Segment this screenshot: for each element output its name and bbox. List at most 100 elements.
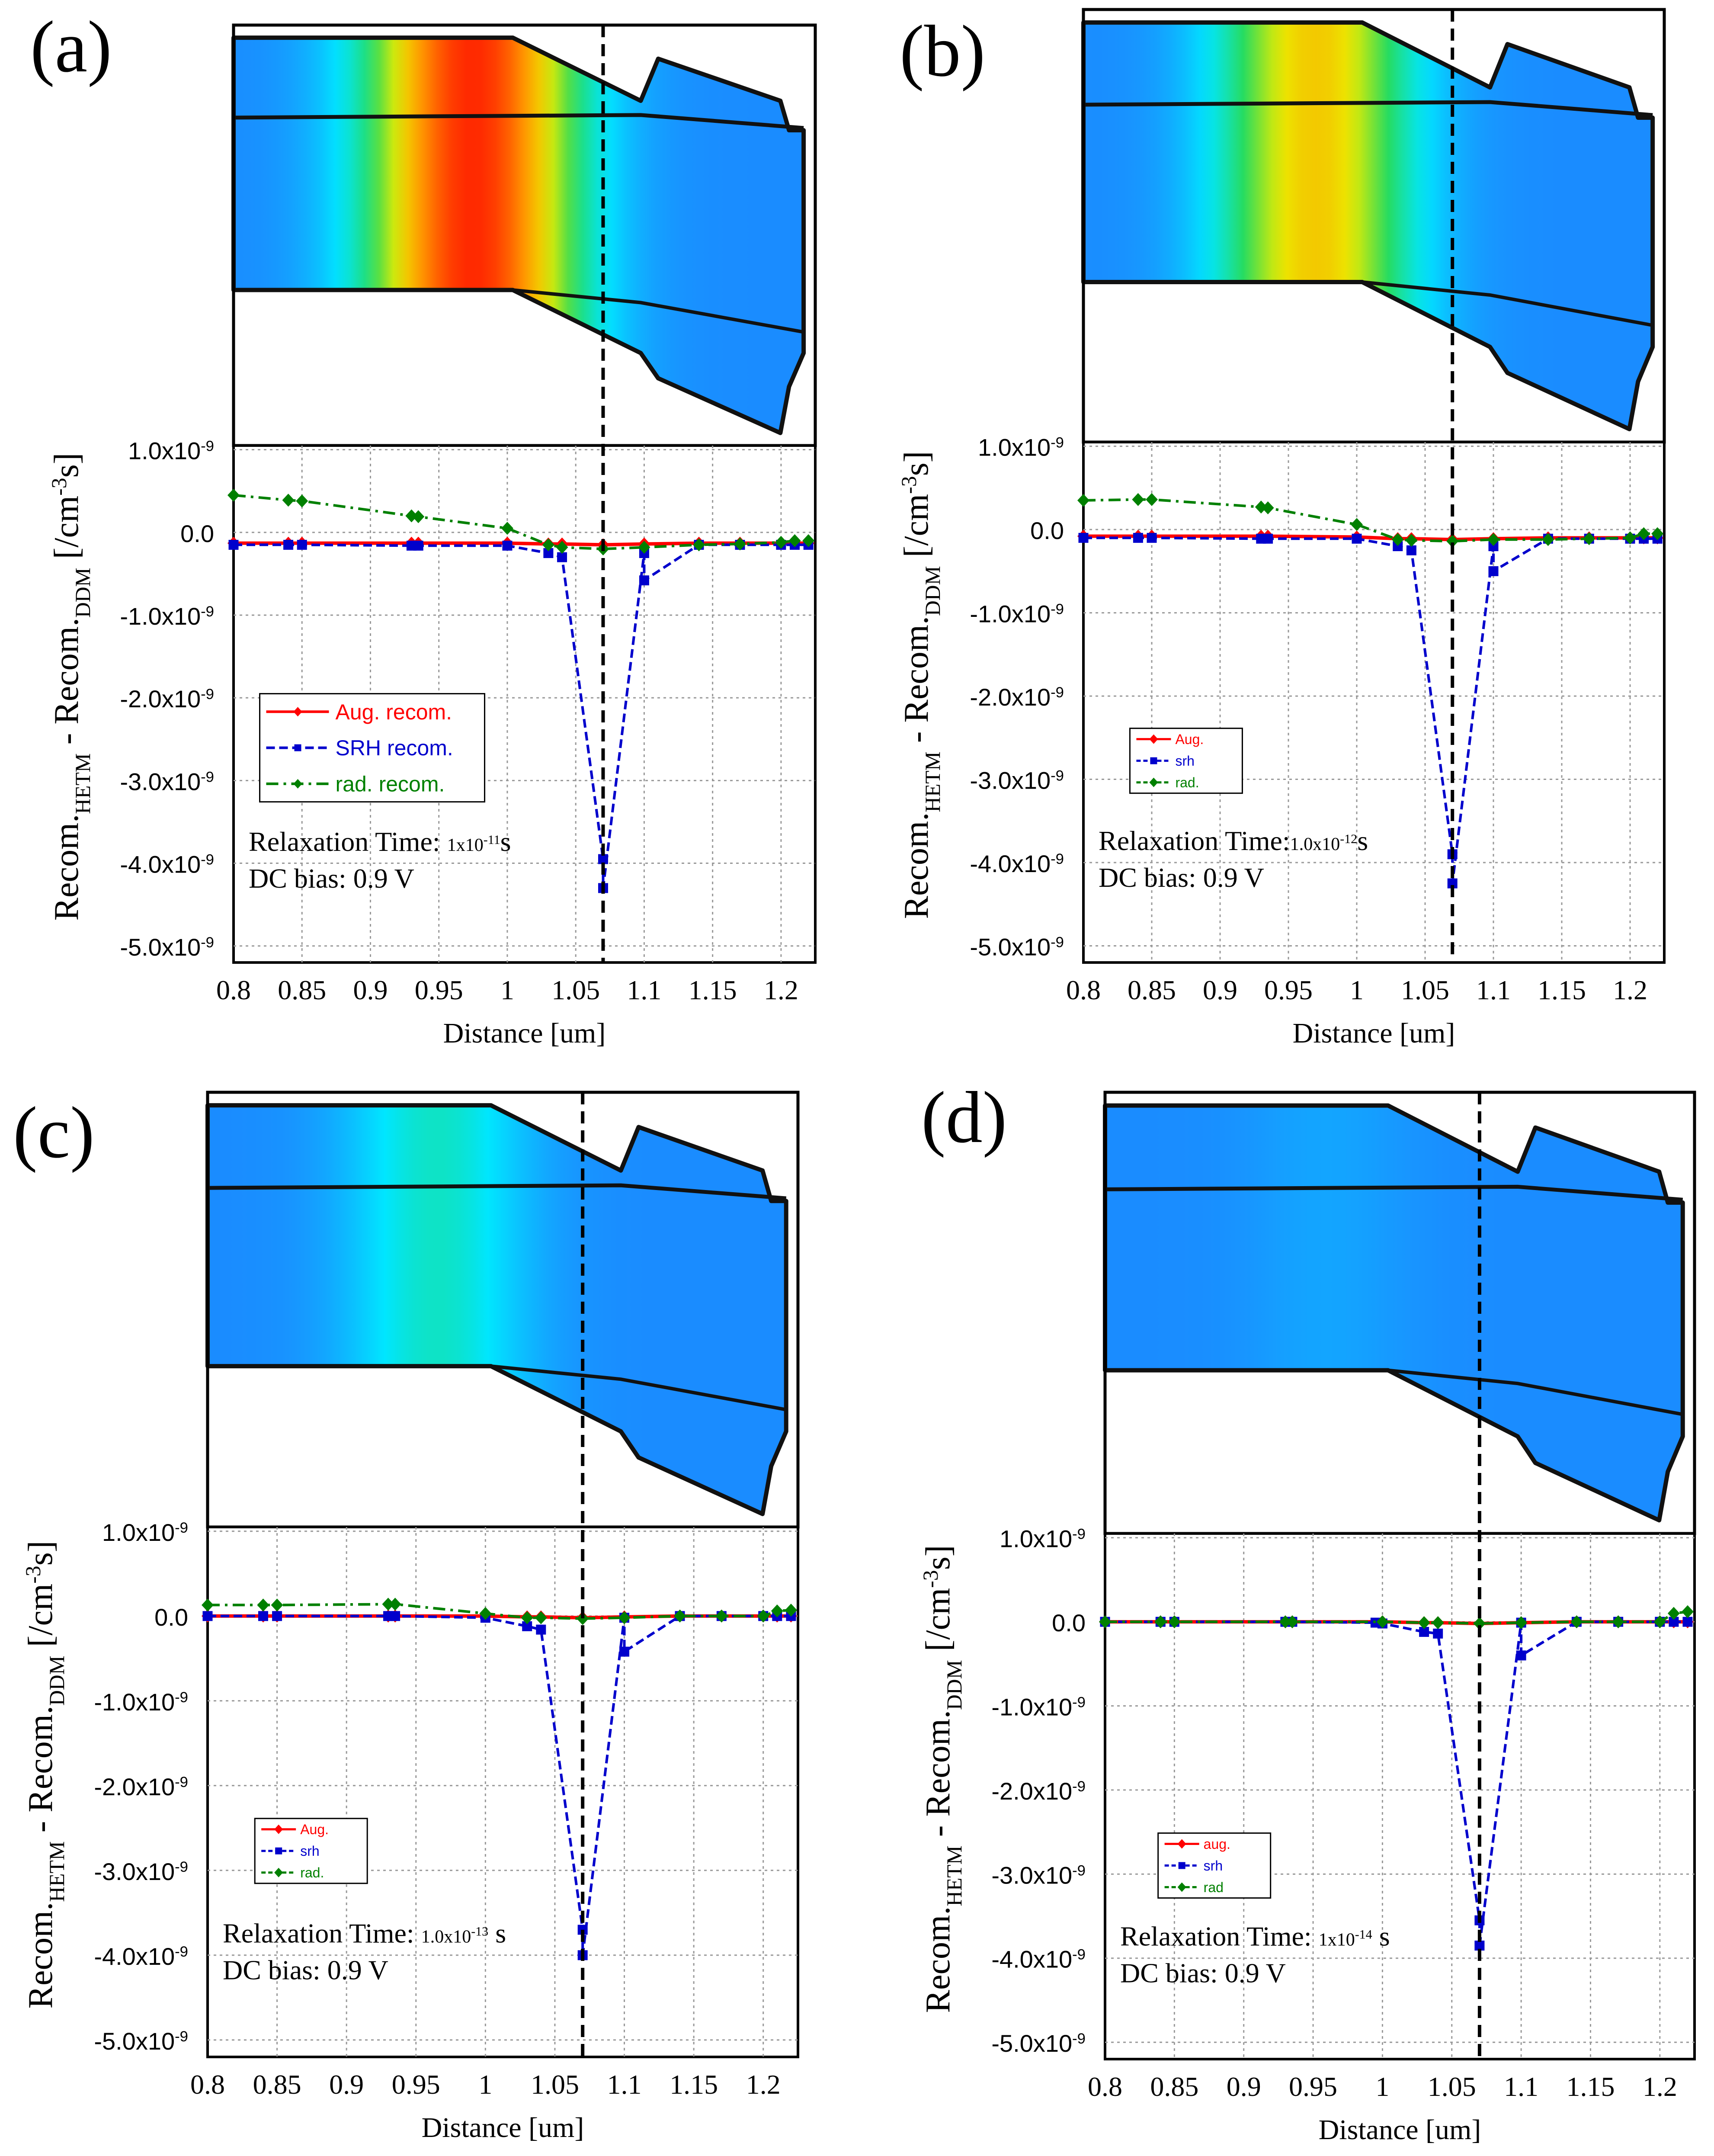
legend-marker [1149, 734, 1158, 744]
legend-marker [1177, 1839, 1186, 1849]
x-tick-label: 1 [500, 975, 514, 1005]
legend-label: rad. [1175, 775, 1199, 790]
data-point-rad [542, 538, 554, 552]
legend-marker [1149, 777, 1158, 787]
x-tick-label: 0.8 [216, 975, 251, 1005]
legend-label: srh [1204, 1858, 1223, 1874]
data-point-rad [757, 1609, 769, 1623]
data-point-rad [1432, 1616, 1444, 1630]
data-point-rad [282, 494, 295, 507]
data-point-rad [1473, 1617, 1486, 1630]
y-tick-label: 1.0x10-9 [978, 434, 1064, 461]
data-point-rad [556, 541, 568, 554]
data-point-srh [1488, 566, 1499, 576]
legend-label: srh [1175, 753, 1194, 769]
data-point-srh [297, 539, 307, 550]
data-point-rad [1255, 500, 1267, 514]
data-point-srh [1133, 533, 1143, 543]
data-point-rad [1099, 1615, 1111, 1629]
x-axis-label: Distance [um] [1319, 2114, 1481, 2146]
y-tick-label: 1.0x10-9 [102, 1519, 188, 1546]
series-line-aug [208, 1614, 791, 1620]
x-tick-label: 0.85 [1128, 975, 1176, 1005]
data-point-rad [788, 534, 801, 547]
data-point-rad [1286, 1615, 1298, 1629]
panel-b: 0.8 0.85 0.9 0.95 1 1.05 1.1 1.15 1.2 1.0x10-9 0.0… [897, 8, 1666, 1049]
x-tick-label: 0.9 [1203, 975, 1237, 1005]
data-point-rad [1612, 1615, 1624, 1629]
x-tick-label: 1.1 [1504, 2071, 1538, 2102]
data-point-rad [577, 1612, 589, 1625]
data-point-rad [535, 1611, 547, 1624]
data-point-rad [1667, 1607, 1680, 1620]
device-layer-line [1387, 1368, 1683, 1416]
data-point-srh [598, 854, 608, 864]
x-tick-label: 0.95 [1264, 975, 1313, 1005]
y-tick-label: 1.0x10-9 [128, 437, 214, 465]
y-tick-label: -4.0x10-9 [120, 851, 214, 878]
data-point-rad [1624, 531, 1636, 545]
x-tick-label: 1.05 [551, 975, 600, 1005]
y-tick-label: -1.0x10-9 [120, 603, 214, 630]
series-line-srh [234, 543, 809, 889]
device-region [1103, 1103, 1685, 1523]
device-layer-line [1083, 100, 1653, 117]
x-axis-label: Distance [um] [443, 1017, 606, 1049]
relaxation-time-text: Relaxation Time: 1x10-11s [249, 826, 511, 857]
plot-frame [1082, 441, 1666, 964]
data-point-rad [1077, 494, 1089, 507]
y-tick-label: -3.0x10-9 [991, 1861, 1086, 1889]
legend-marker [294, 744, 301, 751]
x-tick-label: 0.85 [278, 975, 326, 1005]
dc-bias-text: DC bias: 0.9 V [1099, 862, 1264, 893]
x-tick-label: 1.1 [607, 2069, 642, 2100]
x-tick-label: 1.2 [1643, 2071, 1677, 2102]
data-point-rad [693, 538, 705, 552]
x-tick-label: 1.15 [1566, 2071, 1615, 2102]
data-point-rad [1146, 493, 1158, 506]
device-layer-line [1105, 1184, 1683, 1202]
x-tick-label: 1.1 [1476, 975, 1511, 1005]
x-tick-label: 0.9 [1227, 2071, 1261, 2102]
relaxation-time-text: Relaxation Time: 1x10-14 s [1120, 1921, 1390, 1952]
legend-label: Aug. [1175, 732, 1204, 747]
x-tick-label: 1.2 [1613, 975, 1647, 1005]
y-tick-label: -3.0x10-9 [120, 768, 214, 795]
x-tick-label: 0.8 [190, 2069, 225, 2100]
legend-marker [274, 1867, 283, 1877]
data-point-rad [1154, 1615, 1167, 1629]
data-point-srh [1078, 533, 1089, 543]
x-tick-label: 1.1 [627, 975, 661, 1005]
x-tick-label: 0.9 [329, 2069, 364, 2100]
relaxation-time-text: Relaxation Time: 1.0x10-13 s [223, 1918, 506, 1948]
legend-marker [1150, 757, 1157, 764]
panel-label: (a) [30, 6, 112, 87]
data-point-rad [1583, 532, 1595, 545]
data-point-rad [1405, 534, 1418, 547]
y-tick-label: -3.0x10-9 [970, 767, 1064, 794]
data-point-srh [1263, 533, 1273, 544]
data-point-srh [536, 1624, 546, 1635]
data-point-rad [382, 1598, 394, 1611]
data-point-rad [271, 1598, 283, 1612]
device-region [1081, 20, 1655, 431]
panel-d: 0.8 0.85 0.9 0.95 1 1.05 1.1 1.15 1.2 1.0x10-9 0.0… [919, 1077, 1696, 2146]
x-tick-label: 0.9 [353, 975, 388, 1005]
data-point-srh [1516, 1650, 1526, 1661]
legend: Aug. srh rad. [1129, 728, 1243, 794]
data-point-srh [228, 539, 239, 550]
y-axis-label: Recom.HETM - Recom.DDM [/cm-3s] [47, 453, 95, 921]
data-point-rad [771, 1604, 783, 1618]
y-tick-label: -4.0x10-9 [991, 1946, 1086, 1973]
panel-label: (c) [13, 1092, 95, 1173]
y-tick-label: 0.0 [154, 1604, 188, 1631]
panel-c: 0.8 0.85 0.9 0.95 1 1.05 1.1 1.15 1.2 1.0x10-9 0.0… [13, 1091, 800, 2143]
data-point-srh [1147, 533, 1157, 543]
data-point-rad [1542, 533, 1554, 546]
x-axis-label: Distance [um] [422, 2112, 584, 2143]
data-point-rad [412, 510, 425, 523]
x-tick-label: 1.2 [746, 2069, 781, 2100]
data-point-rad [227, 488, 240, 502]
device-region [231, 35, 806, 435]
y-tick-label: -1.0x10-9 [970, 600, 1064, 628]
